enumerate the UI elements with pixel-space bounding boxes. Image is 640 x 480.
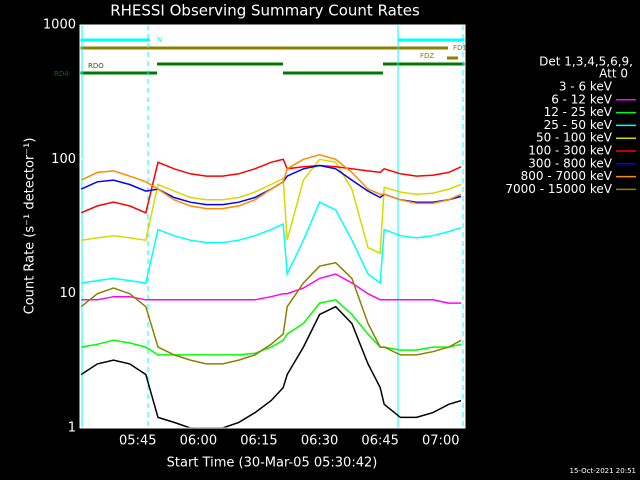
annotation: FDZ (420, 52, 434, 60)
footer: 15-Oct-2021 20:51 (570, 467, 636, 475)
legend-label: 3 - 6 keV (559, 80, 613, 94)
annotation: FD1 (453, 44, 467, 52)
legend-label: 12 - 25 keV (544, 105, 613, 119)
x-tick-label: 06:15 (240, 434, 277, 449)
y-tick-label: 1000 (43, 18, 76, 33)
series-line (80, 154, 462, 210)
x-tick-label: 06:45 (361, 434, 398, 449)
series-layer (80, 154, 462, 429)
annotation: N (157, 36, 162, 44)
plot-area (80, 25, 465, 428)
series-line (81, 201, 462, 285)
annotation: RDO (88, 62, 104, 70)
y-tick-label: 10 (59, 286, 76, 301)
x-tick-label: 07:00 (422, 434, 459, 449)
plot-frame (79, 24, 466, 429)
flag-bars (80, 25, 465, 428)
legend-header: Att 0 (599, 67, 628, 81)
series-line (81, 158, 462, 255)
legend-label: 50 - 100 keV (536, 131, 613, 145)
y-axis-label: Count Rate (s⁻¹ detector⁻¹) (23, 138, 38, 315)
x-axis-label: Start Time (30-Mar-05 05:30:42) (167, 456, 378, 471)
legend-label: 6 - 12 keV (551, 92, 613, 106)
annotation: RD4 (54, 70, 69, 78)
legend-label: 100 - 300 keV (528, 144, 612, 158)
x-tick-label: 06:00 (180, 434, 217, 449)
series-line (81, 298, 462, 356)
x-tick-label: 06:30 (301, 434, 338, 449)
chart-title: RHESSI Observing Summary Count Rates (110, 2, 420, 20)
y-tick-label: 100 (51, 152, 76, 167)
legend-label: 300 - 800 keV (528, 156, 612, 170)
legend-header: Det 1,3,4,5,6,9, (539, 55, 633, 69)
series-line (80, 305, 462, 429)
legend-label: 25 - 50 keV (544, 118, 613, 132)
series-line (80, 261, 462, 365)
y-tick-label: 1 (68, 421, 76, 436)
series-line (81, 273, 461, 304)
x-tick-label: 05:45 (119, 434, 156, 449)
legend-label: 800 - 7000 keV (521, 169, 613, 183)
series-line (80, 158, 462, 214)
legend-label: 7000 - 15000 keV (505, 182, 612, 196)
